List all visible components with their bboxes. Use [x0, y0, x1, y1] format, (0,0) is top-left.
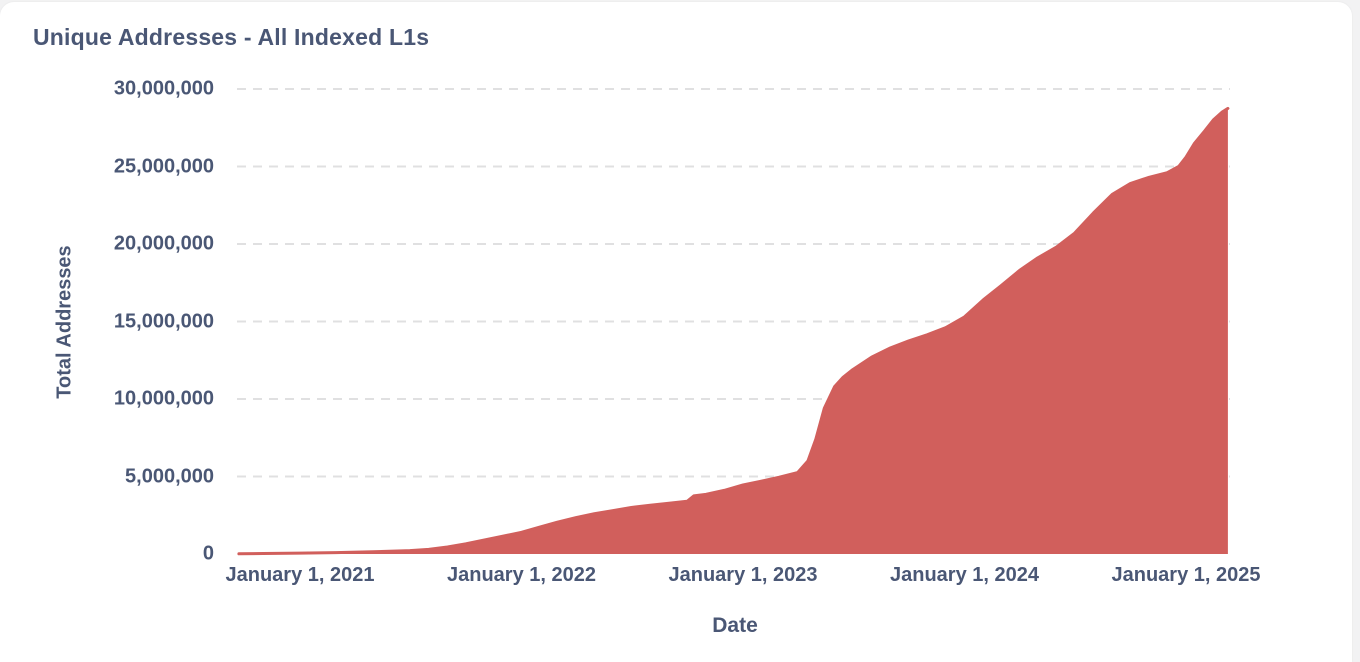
y-tick-label: 0 — [202, 542, 214, 565]
x-tick-label: January 1, 2022 — [447, 564, 596, 586]
y-tick-label: 30,000,000 — [113, 77, 214, 100]
x-tick-label: January 1, 2021 — [225, 564, 375, 586]
area-series-line — [237, 106, 1230, 556]
x-tick-label: January 1, 2024 — [890, 564, 1039, 586]
y-tick-label: 25,000,000 — [113, 155, 214, 177]
y-tick-label: 10,000,000 — [113, 387, 214, 410]
y-axis-title: Total Addresses — [53, 245, 76, 399]
area-series-fill — [238, 108, 1228, 555]
chart-title: Unique Addresses - All Indexed L1s — [33, 24, 430, 50]
y-tick-label: 5,000,000 — [125, 465, 214, 487]
y-tick-label: 15,000,000 — [113, 310, 214, 332]
x-tick-label: January 1, 2025 — [1111, 564, 1261, 586]
x-tick-label: January 1, 2023 — [668, 564, 818, 586]
x-axis-title: Date — [712, 614, 758, 637]
y-tick-label: 20,000,000 — [113, 232, 214, 255]
